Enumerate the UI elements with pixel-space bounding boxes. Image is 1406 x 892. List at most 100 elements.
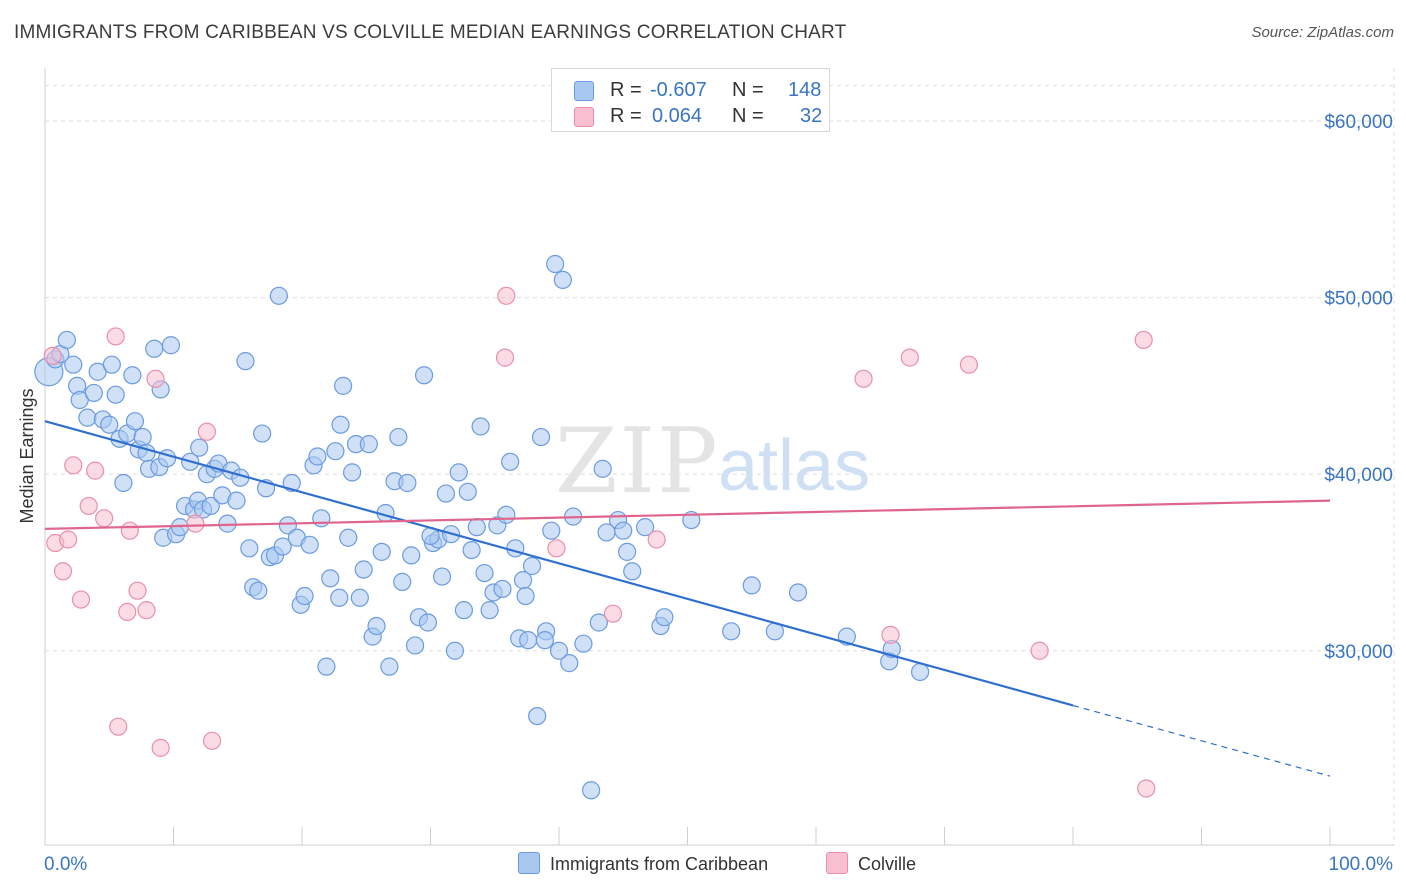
data-point-caribbean (910, 662, 930, 682)
data-point-caribbean (321, 569, 340, 588)
data-point-caribbean (354, 560, 373, 579)
data-point-caribbean (269, 286, 288, 305)
legend-r-label: R = (610, 105, 642, 127)
y-tick-label: $30,000 (1324, 642, 1393, 663)
legend-r-value: -0.607 (650, 79, 707, 101)
y-tick-label: $40,000 (1324, 465, 1393, 486)
data-point-caribbean (623, 562, 642, 581)
data-point-caribbean (273, 537, 292, 556)
legend-n-label: N = (732, 79, 764, 101)
data-point-caribbean (317, 657, 336, 676)
data-point-colville (1137, 779, 1156, 798)
data-point-caribbean (506, 539, 525, 558)
data-point-caribbean (330, 588, 349, 607)
data-point-caribbean (367, 616, 386, 636)
data-point-caribbean (574, 634, 593, 653)
legend-swatch-caribbean (574, 81, 594, 101)
data-point-colville (497, 286, 516, 305)
data-point-colville (1030, 641, 1049, 660)
data-point-caribbean (519, 631, 538, 650)
data-point-caribbean (553, 270, 572, 290)
watermark-atlas: atlas (718, 426, 870, 506)
data-point-caribbean (788, 583, 808, 602)
stats-legend: R = -0.607 N = 148 R = 0.064 N = 32 (551, 68, 830, 132)
data-point-caribbean (402, 546, 421, 565)
data-point-caribbean (300, 535, 319, 554)
data-point-caribbean (618, 542, 637, 561)
data-point-caribbean (742, 576, 761, 595)
y-axis-title: Median Earnings (17, 388, 37, 523)
data-point-caribbean (497, 505, 516, 524)
data-point-caribbean (123, 366, 142, 385)
bottom-legend-label-colville: Colville (858, 854, 917, 874)
data-point-caribbean (227, 491, 246, 510)
data-point-caribbean (531, 427, 551, 447)
data-point-caribbean (114, 473, 133, 493)
data-point-caribbean (343, 463, 362, 482)
bottom-legend-caribbean: Immigrants from Caribbean (518, 852, 768, 875)
data-point-caribbean (326, 442, 345, 461)
data-point-colville (151, 738, 170, 757)
data-point-colville (881, 625, 900, 644)
data-point-colville (71, 590, 91, 609)
y-tick-label: $50,000 (1324, 289, 1393, 310)
data-point-caribbean (240, 539, 259, 558)
data-point-caribbean (106, 385, 125, 404)
data-point-caribbean (528, 706, 547, 726)
data-point-caribbean (84, 383, 103, 403)
data-point-colville (128, 581, 147, 600)
x-tick-label-left: 0.0% (44, 854, 87, 875)
watermark-zip: ZIP (555, 409, 720, 514)
data-point-caribbean (334, 376, 353, 395)
data-point-caribbean (467, 518, 486, 537)
data-point-caribbean (449, 463, 468, 482)
data-point-colville (197, 422, 217, 441)
data-point-colville (86, 461, 105, 480)
data-point-caribbean (57, 330, 76, 350)
data-point-caribbean (161, 336, 181, 355)
data-point-caribbean (278, 516, 297, 535)
data-point-caribbean (359, 435, 378, 454)
data-point-caribbean (218, 514, 237, 533)
data-point-caribbean (722, 622, 741, 641)
data-point-caribbean (522, 556, 542, 576)
data-point-caribbean (100, 415, 119, 434)
data-point-caribbean (542, 521, 561, 540)
y-tick-label: $60,000 (1324, 112, 1393, 133)
x-tick-labels: 0.0% 100.0% (44, 854, 1393, 875)
trend-line-caribbean (44, 420, 1074, 707)
data-point-caribbean (78, 408, 97, 427)
data-point-caribbean (454, 601, 474, 620)
data-point-caribbean (593, 459, 612, 478)
data-point-caribbean (475, 563, 494, 583)
legend-r-value: 0.064 (652, 105, 703, 127)
data-point-caribbean (501, 452, 520, 471)
data-point-caribbean (312, 509, 331, 528)
data-point-caribbean (549, 641, 569, 660)
data-point-caribbean (462, 540, 481, 560)
data-point-caribbean (516, 586, 535, 606)
data-point-colville (59, 530, 78, 549)
data-point-caribbean (398, 473, 417, 493)
data-point-colville (120, 521, 139, 540)
data-point-colville (118, 602, 137, 622)
data-point-colville (146, 369, 165, 388)
data-point-colville (79, 496, 98, 516)
data-point-caribbean (458, 482, 477, 501)
legend-n-value: 32 (800, 105, 823, 127)
data-point-caribbean (372, 542, 391, 561)
data-point-caribbean (393, 572, 412, 591)
data-point-caribbean (471, 417, 490, 436)
data-point-caribbean (405, 636, 425, 655)
data-point-caribbean (308, 447, 327, 466)
data-point-caribbean (535, 631, 554, 650)
data-point-caribbean (249, 581, 268, 600)
data-point-caribbean (350, 588, 369, 607)
data-point-colville (202, 731, 222, 750)
bottom-legend-swatch-colville (826, 852, 848, 874)
data-point-colville (603, 604, 623, 623)
data-point-caribbean (445, 641, 465, 660)
legend-swatch-colville (574, 107, 594, 127)
data-point-caribbean (190, 438, 209, 457)
